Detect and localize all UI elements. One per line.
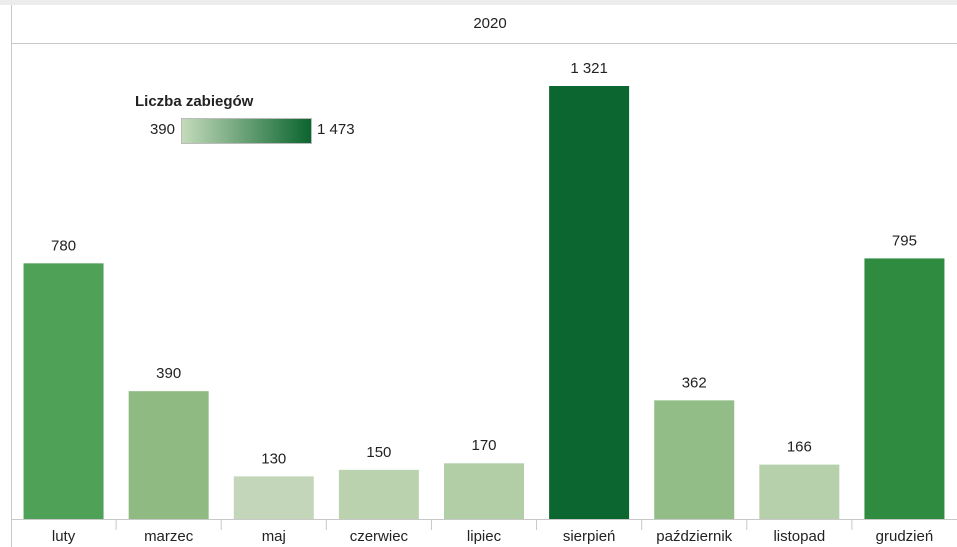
legend-max: 1 473 [317, 121, 355, 138]
bar [233, 476, 314, 519]
legend-gradient [181, 118, 312, 144]
bar [654, 400, 735, 519]
x-tick-label: maj [262, 528, 286, 545]
value-label: 390 [156, 365, 181, 382]
bar [549, 86, 630, 519]
bar [759, 464, 840, 519]
x-tick-label: luty [52, 528, 76, 545]
bar [128, 391, 209, 519]
x-tick-label: listopad [773, 528, 825, 545]
value-label: 780 [51, 237, 76, 254]
value-label: 130 [261, 450, 286, 467]
x-tick-label: lipiec [467, 528, 502, 545]
bar [444, 463, 524, 519]
value-label: 166 [787, 439, 812, 456]
bar [23, 263, 104, 519]
value-label: 795 [892, 232, 917, 249]
x-tick-label: sierpień [563, 528, 616, 545]
value-label: 362 [682, 374, 707, 391]
legend-min: 390 [150, 121, 175, 138]
x-tick-label: grudzień [876, 528, 934, 545]
value-label: 150 [366, 444, 391, 461]
x-tick-label: październik [656, 528, 732, 545]
header: 2020 [473, 15, 506, 32]
x-tick-label: czerwiec [350, 528, 409, 545]
bar [864, 258, 945, 519]
value-label: 1 321 [570, 60, 608, 77]
bar [338, 469, 419, 519]
x-tick-label: marzec [144, 528, 194, 545]
top-strip [0, 0, 957, 5]
value-label: 170 [471, 437, 496, 454]
legend-title: Liczba zabiegów [135, 93, 254, 110]
